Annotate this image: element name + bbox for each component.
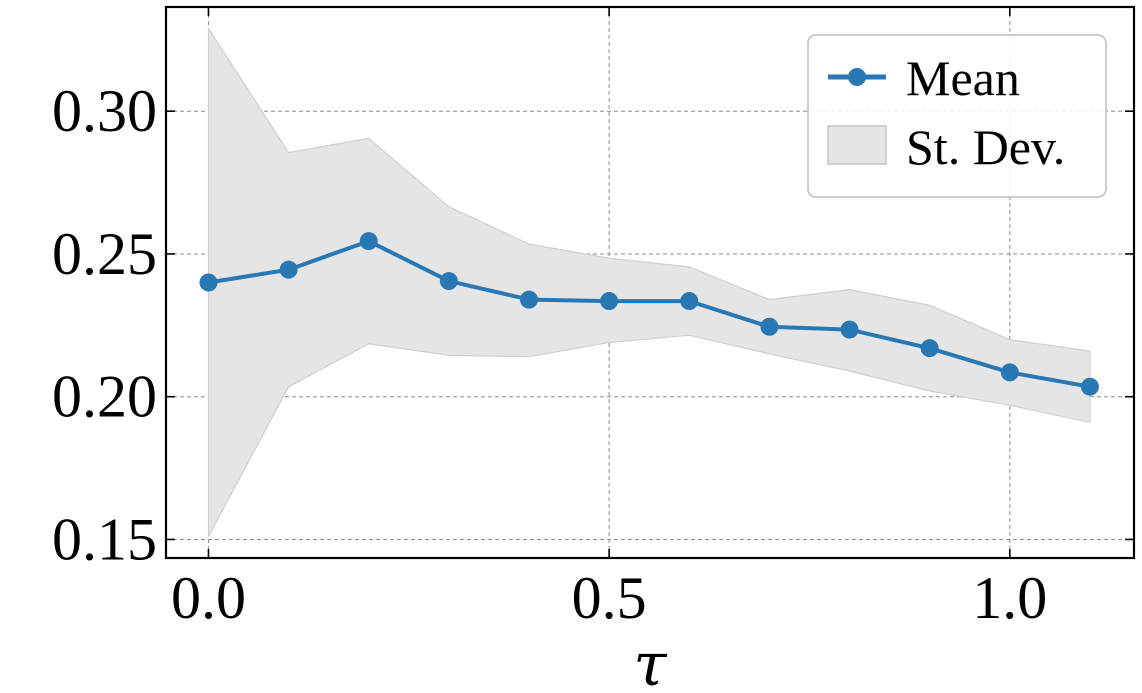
mean-point — [520, 290, 538, 309]
mean-point — [760, 317, 779, 336]
mean-point — [279, 260, 298, 279]
mean-point — [1080, 377, 1099, 396]
y-tick-label: 0.20 — [52, 364, 157, 430]
y-tick-label: 0.15 — [52, 506, 157, 572]
legend-mean-marker-icon — [848, 68, 866, 86]
legend: Mean St. Dev. — [807, 34, 1107, 198]
y-tick-labels: 0.15 0.20 0.25 0.30 — [52, 78, 157, 572]
x-axis-label: τ — [633, 630, 667, 693]
legend-std-dev-patch-icon — [827, 125, 887, 165]
x-tick-label: 0.5 — [572, 565, 647, 631]
mean-point — [1000, 363, 1019, 382]
std-dev-band — [207, 26, 1091, 537]
y-tick-label: 0.30 — [52, 78, 157, 144]
mean-line — [208, 239, 1091, 389]
legend-label-std-dev: St. Dev. — [906, 119, 1065, 175]
mean-point — [439, 272, 458, 291]
x-tick-labels: 0.0 0.5 1.0 — [171, 565, 1047, 631]
mean-point — [840, 320, 859, 339]
mean-point — [199, 273, 218, 292]
mean-point — [359, 232, 378, 251]
std-dev-band-layer — [207, 26, 1091, 537]
mean-series-layer — [199, 232, 1099, 396]
x-tick-label: 0.0 — [171, 565, 246, 631]
mean-point — [680, 292, 699, 311]
mean-point — [920, 339, 939, 358]
axis-ticks — [166, 7, 1134, 558]
legend-label-mean: Mean — [906, 50, 1020, 106]
x-tick-label: 1.0 — [972, 565, 1047, 631]
mean-point — [600, 292, 619, 311]
plot-frame — [164, 5, 1136, 560]
y-tick-label: 0.25 — [52, 221, 157, 287]
